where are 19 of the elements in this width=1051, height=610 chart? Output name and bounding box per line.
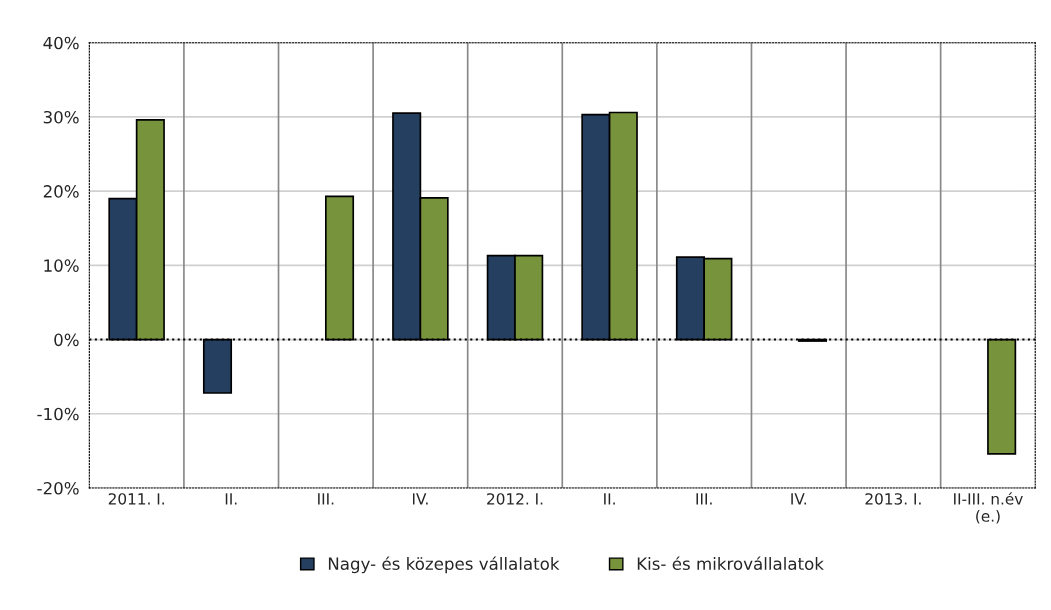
y-tick-label: -20% <box>37 481 79 495</box>
x-tick-label: III. <box>696 493 712 505</box>
y-tick-label: 30% <box>43 110 79 124</box>
y-tick-label: 10% <box>44 259 79 272</box>
x-tick-label: III. <box>318 493 334 505</box>
x-tick-label: 2012. I. <box>487 493 543 505</box>
legend-label: Kis- és mikrovállalatok <box>637 556 824 570</box>
x-tick-label: II. <box>225 493 237 505</box>
x-tick-label: 2011. I. <box>108 493 164 505</box>
y-tick-label: 0% <box>54 333 79 347</box>
y-tick-label: 20% <box>43 185 79 198</box>
y-tick-label: -10% <box>37 407 79 421</box>
x-tick-label: IV. <box>412 493 428 505</box>
x-tick-label: II-III. n.év (e.) <box>954 492 1023 524</box>
legend-label: Nagy- és közepes vállalatok <box>328 556 560 574</box>
x-tick-label: 2013. I. <box>865 493 921 505</box>
y-tick-label: 40% <box>43 36 79 50</box>
x-tick-label: IV. <box>791 493 807 505</box>
x-tick-label: II. <box>604 493 615 505</box>
